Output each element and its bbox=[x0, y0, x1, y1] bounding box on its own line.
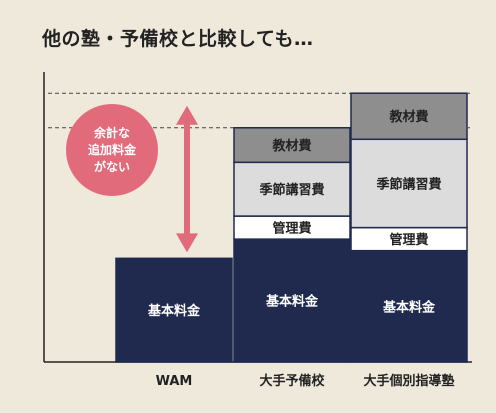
category-label: WAM bbox=[156, 374, 193, 389]
segment-label: 季節講習費 bbox=[375, 176, 441, 192]
category-label: 大手予備校 bbox=[259, 373, 325, 389]
bar-segment-2-2 bbox=[350, 138, 468, 229]
category-label: 大手個別指導塾 bbox=[363, 373, 454, 389]
segment-label: 基本料金 bbox=[147, 303, 201, 319]
annotation-bubble bbox=[66, 104, 158, 196]
segment-label: 管理費 bbox=[389, 232, 428, 248]
gap-arrow-head-up bbox=[176, 105, 198, 125]
bar-segment-2-3 bbox=[350, 92, 468, 141]
bar-segment-2-0 bbox=[350, 249, 468, 363]
segment-label: 季節講習費 bbox=[258, 182, 324, 198]
segment-label: 基本料金 bbox=[265, 294, 319, 310]
gap-arrow-head-down bbox=[176, 233, 198, 253]
bar-segment-1-2 bbox=[233, 161, 351, 217]
bar-segment-0-0 bbox=[115, 257, 233, 363]
chart-title: 他の塾・予備校と比較しても… bbox=[42, 28, 314, 50]
segment-label: 管理費 bbox=[272, 221, 311, 237]
segment-label: 教材費 bbox=[271, 138, 311, 154]
segment-label: 教材費 bbox=[388, 109, 428, 125]
annotation-line: がない bbox=[94, 159, 130, 174]
bar-segment-1-3 bbox=[233, 127, 351, 164]
segment-label: 基本料金 bbox=[382, 299, 436, 315]
annotation-line: 追加料金 bbox=[88, 142, 137, 157]
annotation-line: 余計な bbox=[93, 125, 130, 140]
